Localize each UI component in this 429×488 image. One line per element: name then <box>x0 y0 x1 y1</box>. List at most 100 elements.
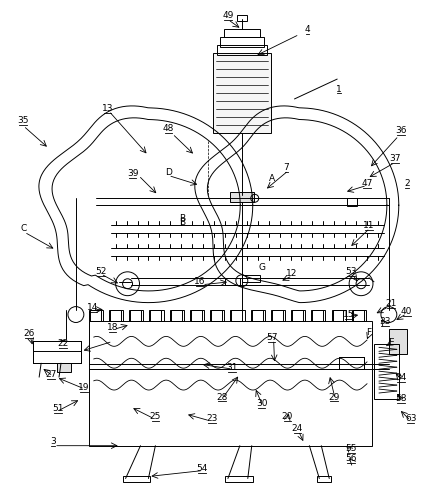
Bar <box>90 309 103 322</box>
Text: 24: 24 <box>292 424 303 433</box>
Bar <box>272 309 285 322</box>
Text: 20: 20 <box>282 412 293 421</box>
Text: 1: 1 <box>336 84 342 94</box>
Bar <box>130 309 143 322</box>
Bar <box>231 309 245 322</box>
Text: 34: 34 <box>395 373 406 382</box>
Text: 53: 53 <box>345 267 357 276</box>
Text: 49: 49 <box>222 11 234 20</box>
Text: B: B <box>179 214 185 223</box>
Bar <box>353 309 366 322</box>
Bar <box>33 342 81 363</box>
Text: C: C <box>20 224 26 233</box>
Text: 28: 28 <box>216 392 228 402</box>
Text: F: F <box>366 328 372 337</box>
Text: E: E <box>388 338 394 347</box>
Bar <box>292 309 305 322</box>
Bar <box>171 309 184 322</box>
Text: 54: 54 <box>196 464 208 473</box>
Bar <box>230 192 254 202</box>
Text: A: A <box>269 174 275 183</box>
Bar <box>89 322 372 446</box>
Bar <box>332 309 346 322</box>
Bar <box>389 329 407 354</box>
Bar <box>242 275 260 282</box>
Bar <box>291 309 303 322</box>
Bar <box>339 357 364 369</box>
Bar <box>224 29 260 38</box>
Bar <box>271 309 283 322</box>
Text: 30: 30 <box>256 400 267 408</box>
Text: 2: 2 <box>404 179 410 188</box>
Bar <box>191 309 204 322</box>
Bar <box>311 309 323 322</box>
Bar <box>89 309 101 322</box>
Text: 11: 11 <box>363 221 375 230</box>
Text: 31: 31 <box>226 363 238 372</box>
Bar <box>33 342 81 363</box>
Bar <box>57 354 71 372</box>
Bar <box>109 309 121 322</box>
Text: 16: 16 <box>194 277 206 286</box>
Text: 15: 15 <box>343 310 355 319</box>
Text: 55: 55 <box>345 444 357 453</box>
Text: 7: 7 <box>284 163 290 172</box>
Bar <box>352 309 364 322</box>
Bar <box>220 38 264 47</box>
Bar <box>170 309 181 322</box>
Text: 4: 4 <box>305 25 310 34</box>
Bar <box>123 476 151 483</box>
Text: 47: 47 <box>361 179 373 188</box>
Bar <box>129 309 141 322</box>
Bar <box>190 309 202 322</box>
Text: 26: 26 <box>24 329 35 338</box>
Text: 35: 35 <box>18 116 29 125</box>
Text: G: G <box>258 264 265 272</box>
Bar <box>217 45 267 55</box>
Text: 21: 21 <box>385 299 396 308</box>
Bar <box>347 198 357 206</box>
Text: B: B <box>179 218 185 226</box>
Text: 14: 14 <box>87 303 99 312</box>
Text: 52: 52 <box>95 267 106 276</box>
Bar <box>225 278 240 285</box>
Text: 37: 37 <box>389 154 401 163</box>
Bar <box>149 309 161 322</box>
Bar <box>251 309 263 322</box>
Bar <box>374 345 399 399</box>
Text: 48: 48 <box>163 124 174 133</box>
Bar <box>339 357 364 369</box>
Text: 22: 22 <box>57 339 69 348</box>
Bar <box>230 309 242 322</box>
Bar <box>211 309 224 322</box>
Text: 33: 33 <box>379 317 391 326</box>
Bar <box>317 476 331 483</box>
Bar <box>110 309 123 322</box>
Text: 23: 23 <box>206 414 218 424</box>
Text: 12: 12 <box>286 269 297 278</box>
Bar <box>210 309 222 322</box>
Bar <box>225 476 253 483</box>
Text: 56: 56 <box>345 454 357 463</box>
Text: 36: 36 <box>395 126 407 135</box>
Bar <box>213 53 271 133</box>
Bar <box>237 16 247 21</box>
Text: 40: 40 <box>401 307 412 316</box>
Text: 13: 13 <box>102 104 113 113</box>
Text: 27: 27 <box>45 369 57 379</box>
Bar <box>151 309 164 322</box>
Text: 19: 19 <box>78 383 90 391</box>
Text: 25: 25 <box>150 412 161 421</box>
Text: D: D <box>165 168 172 177</box>
Bar <box>252 309 265 322</box>
Text: 51: 51 <box>52 405 64 413</box>
Text: 57: 57 <box>266 333 278 342</box>
Text: 18: 18 <box>107 323 118 332</box>
Text: 29: 29 <box>329 392 340 402</box>
Text: 39: 39 <box>127 169 138 178</box>
Bar <box>332 309 344 322</box>
Text: 3: 3 <box>50 437 56 446</box>
Text: 63: 63 <box>405 414 417 424</box>
Text: 58: 58 <box>395 394 407 404</box>
Bar <box>312 309 326 322</box>
